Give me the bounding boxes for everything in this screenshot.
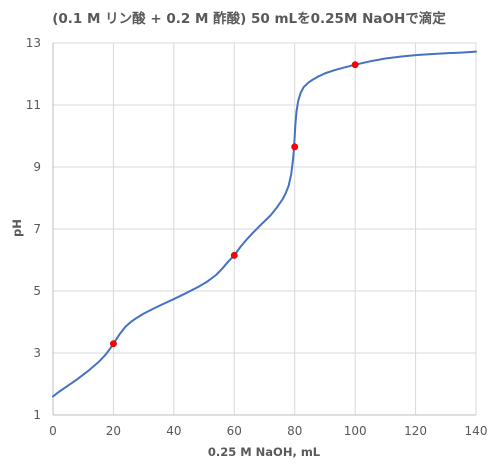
series-area [52, 50, 477, 398]
series-line [52, 50, 477, 398]
y-tick-label: 13 [26, 36, 41, 50]
grid [53, 42, 477, 415]
y-tick-label: 3 [33, 346, 41, 360]
x-tick-label: 20 [106, 424, 121, 438]
y-tick-label: 7 [33, 222, 41, 236]
x-tick-label: 80 [287, 424, 302, 438]
y-axis-title: pH [10, 219, 24, 237]
data-point-marker [230, 251, 238, 259]
y-tick-label: 5 [33, 284, 41, 298]
x-axis-title: 0.25 M NaOH, mL [208, 445, 321, 459]
x-tick-label: 0 [49, 424, 57, 438]
y-tick-label: 9 [33, 160, 41, 174]
y-tick-label: 1 [33, 408, 41, 422]
y-tick-label: 11 [26, 98, 41, 112]
x-tick-label: 120 [404, 424, 427, 438]
chart-title: (0.1 M リン酸 + 0.2 M 酢酸) 50 mLを0.25M NaOHで… [52, 10, 446, 27]
data-point-marker [291, 143, 299, 151]
x-tick-label: 140 [465, 424, 488, 438]
x-tick-label: 40 [166, 424, 181, 438]
data-point-marker [351, 61, 359, 69]
data-point-marker [109, 340, 117, 348]
axes [52, 43, 476, 416]
marker-points [109, 61, 359, 348]
x-tick-label: 100 [344, 424, 367, 438]
x-tick-label: 60 [227, 424, 242, 438]
